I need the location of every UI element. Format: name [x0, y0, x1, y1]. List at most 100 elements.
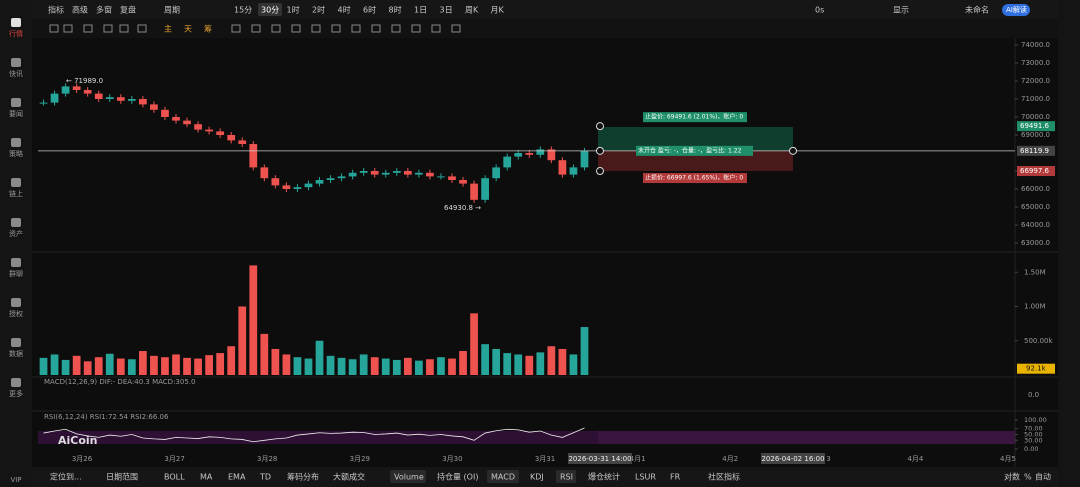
toolbar-item[interactable]: 多窗	[96, 5, 112, 15]
price-tick-label: 66000.0	[1021, 185, 1050, 193]
indicator-tab[interactable]: RSI	[560, 473, 573, 482]
tool-icon[interactable]	[231, 24, 241, 33]
sidebar-icon	[11, 98, 21, 107]
price-tag	[1017, 166, 1055, 177]
order-handle[interactable]	[596, 167, 604, 176]
candle	[426, 172, 434, 177]
toolbar-right-item[interactable]: 未命名	[965, 5, 989, 15]
indicator-tab[interactable]: FR	[670, 473, 681, 482]
active-period-bg	[258, 3, 282, 16]
candle	[127, 99, 136, 101]
indicator-tab[interactable]: 爆仓统计	[588, 472, 620, 482]
volume-bar	[282, 354, 291, 375]
order-handle[interactable]	[596, 146, 604, 155]
bottom-tool[interactable]: TD	[259, 473, 271, 482]
tool-icon[interactable]	[411, 24, 421, 33]
period-tab[interactable]: 30分	[261, 6, 279, 15]
bottom-tool[interactable]: 定位到...	[50, 472, 82, 482]
bottom-tool[interactable]: 日期范围	[106, 472, 138, 482]
rsi-tick-label: 100.00	[1024, 416, 1047, 424]
volume-bar	[238, 306, 247, 375]
sidebar-label[interactable]: 更多	[9, 389, 23, 398]
tool-icon[interactable]	[137, 24, 147, 33]
toolbar-item[interactable]: 周期	[164, 6, 180, 15]
toolbar-item[interactable]: 复盘	[120, 5, 136, 15]
period-tab[interactable]: 周K	[465, 6, 479, 15]
bottom-tool[interactable]: EMA	[228, 473, 246, 482]
bottom-right-item[interactable]: 对数	[1004, 472, 1020, 482]
order-handle[interactable]	[596, 122, 604, 131]
tool-icon[interactable]	[83, 24, 93, 33]
draw-tool[interactable]: 天	[184, 25, 192, 34]
tool-icon[interactable]	[271, 24, 281, 33]
volume-bar	[315, 340, 324, 375]
sidebar-label[interactable]: 链上	[9, 189, 23, 198]
toolbar-item[interactable]: 指标	[48, 5, 64, 15]
volume-bar	[249, 265, 258, 375]
period-tab[interactable]: 1时	[287, 5, 300, 15]
candle	[205, 129, 213, 132]
tool-icon[interactable]	[431, 24, 441, 33]
tool-icon[interactable]	[119, 24, 129, 33]
tool-icon[interactable]	[371, 24, 381, 33]
indicator-tab[interactable]: 社区指标	[708, 472, 740, 482]
period-tab[interactable]: 3日	[440, 6, 453, 15]
indicator-tab[interactable]: 持仓量 (OI)	[437, 472, 478, 482]
toolbar-right-item[interactable]: 0s	[815, 6, 824, 15]
period-tab[interactable]: 2时	[312, 5, 325, 15]
bottom-tool[interactable]: 大额成交	[333, 472, 365, 482]
volume-bar	[459, 351, 467, 375]
tool-icon[interactable]	[351, 24, 361, 33]
sidebar-label[interactable]: 数据	[9, 349, 23, 358]
tool-icon[interactable]	[311, 24, 321, 33]
tool-icon[interactable]	[103, 24, 113, 33]
bottom-tool[interactable]: 筹码分布	[287, 472, 319, 482]
bottom-tool[interactable]: BOLL	[164, 473, 185, 482]
indicator-tab[interactable]: KDJ	[530, 473, 544, 482]
sidebar-label[interactable]: 策略	[9, 149, 23, 158]
period-tab[interactable]: 1日	[414, 6, 427, 15]
indicator-tab[interactable]: MACD	[491, 473, 515, 482]
sidebar-label[interactable]: 快讯	[9, 69, 23, 78]
tool-icon[interactable]	[391, 24, 401, 33]
volume-bar	[558, 348, 567, 375]
sidebar-label[interactable]: 授权	[9, 309, 23, 318]
bottom-right-item[interactable]: 自动	[1035, 472, 1051, 482]
sidebar-label[interactable]: 群聊	[9, 269, 23, 278]
tool-icon[interactable]	[63, 24, 73, 33]
tool-icon[interactable]	[331, 24, 341, 33]
volume-tag	[1017, 363, 1055, 374]
high-label: ← 71989.0	[66, 77, 103, 85]
sidebar-label[interactable]: 行情	[9, 29, 23, 38]
indicator-tab[interactable]: LSUR	[635, 473, 656, 482]
tool-icon[interactable]	[451, 24, 461, 33]
volume-bar	[139, 351, 147, 375]
indicator-tab[interactable]: Volume	[394, 473, 424, 482]
period-tab[interactable]: 4时	[338, 5, 351, 15]
order-handle[interactable]	[789, 146, 797, 155]
period-tab[interactable]: 8时	[389, 5, 402, 15]
draw-tool[interactable]: 主	[164, 24, 172, 34]
tool-icon[interactable]	[291, 24, 301, 33]
price-tag	[1017, 121, 1055, 132]
sidebar-label[interactable]: 资产	[9, 229, 23, 238]
volume-bar	[470, 313, 478, 375]
draw-tool[interactable]: 筹	[204, 24, 212, 34]
sidebar-label[interactable]: VIP	[10, 476, 21, 484]
toolbar-right-item[interactable]: AI解读	[1006, 5, 1027, 14]
ai-button[interactable]	[1002, 4, 1030, 16]
bottom-tool[interactable]: MA	[200, 473, 213, 482]
toolbar-item[interactable]: 高级	[72, 5, 88, 15]
toolbar-right-item[interactable]: 显示	[893, 6, 909, 15]
indicator-active-bg	[556, 470, 576, 483]
bottom-right-item[interactable]: %	[1024, 473, 1032, 482]
period-tab[interactable]: 15分	[234, 6, 252, 15]
period-tab[interactable]: 6时	[363, 5, 376, 15]
tool-icon[interactable]	[251, 24, 261, 33]
candle	[492, 167, 501, 179]
period-tab[interactable]: 月K	[491, 6, 505, 15]
rsi-line	[43, 427, 585, 443]
cursor-time: 2026-03-31 14:00	[568, 455, 631, 463]
tool-icon[interactable]	[49, 24, 59, 33]
sidebar-label[interactable]: 要闻	[9, 109, 23, 118]
